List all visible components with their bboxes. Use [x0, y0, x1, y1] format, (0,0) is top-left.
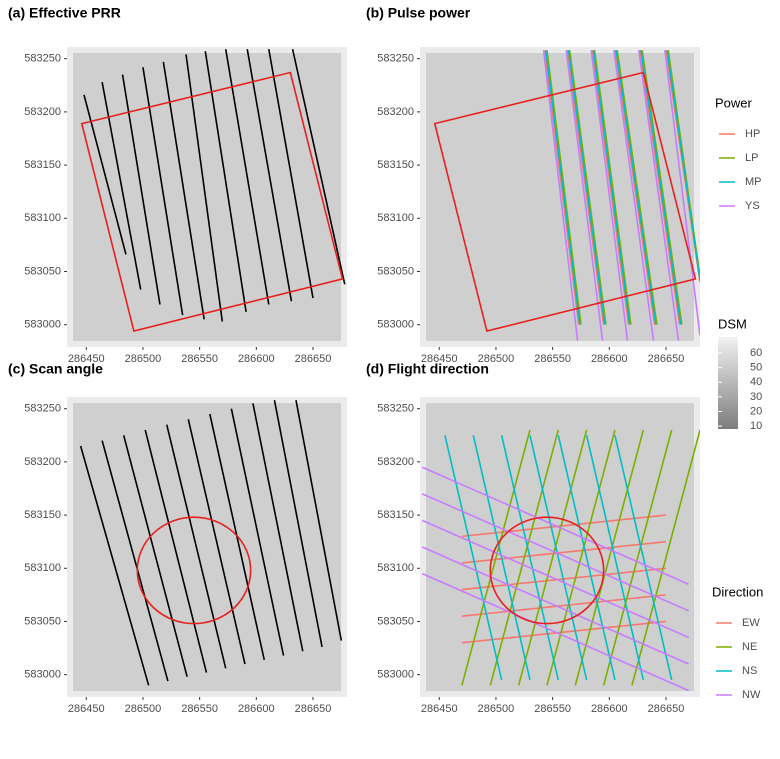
dsm-raster [73, 403, 341, 691]
y-tick-label: 583200 [24, 106, 61, 118]
x-tick-label: 286650 [648, 353, 685, 365]
x-tick-label: 286500 [125, 703, 162, 715]
x-tick-label: 286650 [295, 353, 332, 365]
x-tick-label: 286500 [478, 703, 515, 715]
x-tick-label: 286500 [125, 353, 162, 365]
x-tick-label: 286550 [534, 353, 571, 365]
figure: (a) Effective PRR 286450 286500 286550 28660… [0, 0, 780, 759]
y-tick-label: 583000 [24, 319, 61, 331]
x-tick-label: 286600 [591, 703, 628, 715]
x-tick-label: 286650 [295, 703, 332, 715]
colorbar [718, 337, 738, 429]
colorbar-label: 50 [750, 362, 762, 374]
y-tick-label: 583100 [24, 212, 61, 224]
y-tick-label: 583050 [24, 265, 61, 277]
colorbar-label: 10 [750, 420, 762, 432]
x-tick-label: 286450 [68, 703, 105, 715]
y-tick-label: 583000 [24, 669, 61, 681]
colorbar-title: DSM [718, 316, 747, 331]
y-tick-label: 583250 [24, 53, 61, 65]
x-tick-label: 286550 [181, 703, 218, 715]
x-tick-label: 286650 [648, 703, 685, 715]
y-tick-label: 583100 [377, 212, 414, 224]
panel-title: (b) Pulse power [366, 5, 471, 21]
x-tick-label: 286550 [534, 703, 571, 715]
legend-label: NS [742, 665, 757, 677]
legend-label: NW [742, 689, 761, 701]
y-tick-label: 583250 [377, 403, 414, 415]
panel-title: (d) Flight direction [366, 361, 489, 377]
legend-label: NE [742, 641, 757, 653]
dsm-raster [426, 403, 694, 691]
y-tick-label: 583250 [24, 403, 61, 415]
dsm-raster [73, 53, 341, 341]
legend-label: EW [742, 617, 760, 629]
y-tick-label: 583150 [377, 159, 414, 171]
y-tick-label: 583100 [377, 562, 414, 574]
y-tick-label: 583050 [377, 265, 414, 277]
y-tick-label: 583200 [377, 456, 414, 468]
legend-label: MP [745, 176, 762, 188]
y-tick-label: 583200 [24, 456, 61, 468]
x-tick-label: 286600 [591, 353, 628, 365]
y-tick-label: 583150 [24, 509, 61, 521]
y-tick-label: 583050 [24, 615, 61, 627]
y-tick-label: 583000 [377, 669, 414, 681]
x-tick-label: 286450 [421, 703, 458, 715]
y-tick-label: 583100 [24, 562, 61, 574]
y-tick-label: 583200 [377, 106, 414, 118]
colorbar-label: 30 [750, 391, 762, 403]
x-tick-label: 286600 [238, 703, 275, 715]
y-tick-label: 583150 [377, 509, 414, 521]
panel-title: (a) Effective PRR [8, 5, 121, 21]
x-tick-label: 286600 [238, 353, 275, 365]
panel-title: (c) Scan angle [8, 361, 103, 377]
y-tick-label: 583000 [377, 319, 414, 331]
y-tick-label: 583050 [377, 615, 414, 627]
colorbar-label: 40 [750, 376, 762, 388]
y-tick-label: 583150 [24, 159, 61, 171]
legend-label: HP [745, 128, 760, 140]
colorbar-label: 60 [750, 347, 762, 359]
legend-label: LP [745, 152, 758, 164]
colorbar-label: 20 [750, 405, 762, 417]
legend-label: YS [745, 200, 760, 212]
y-tick-label: 583250 [377, 53, 414, 65]
legend-title: Power [715, 95, 753, 110]
legend-title: Direction [712, 584, 763, 599]
x-tick-label: 286550 [181, 353, 218, 365]
